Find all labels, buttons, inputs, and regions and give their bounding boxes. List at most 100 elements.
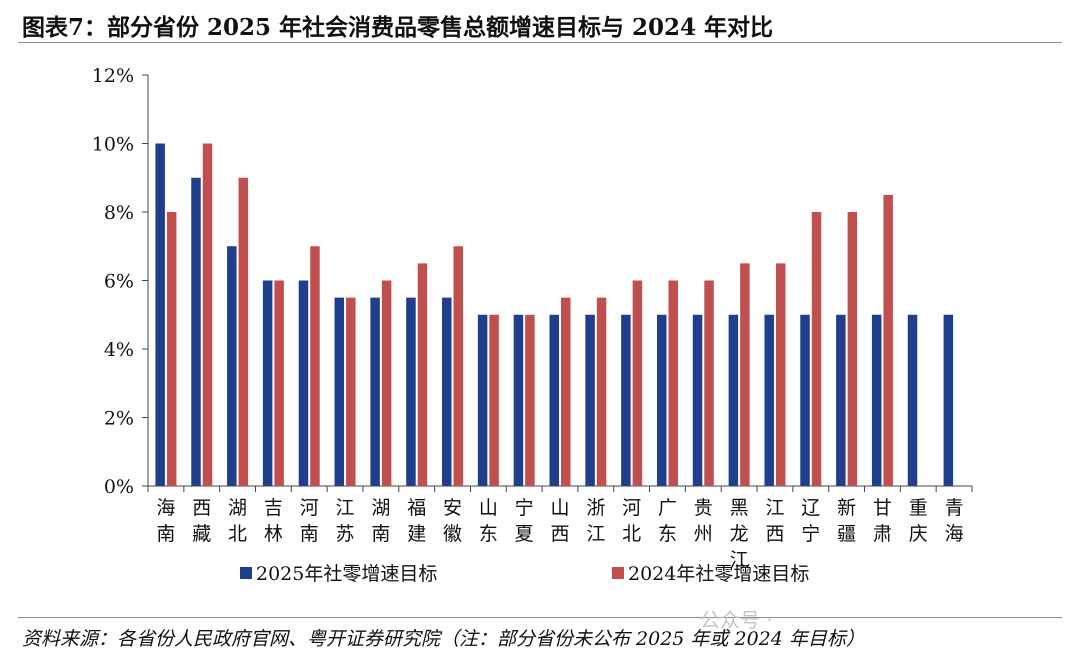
bar-2024 xyxy=(453,246,464,486)
x-category-label: 甘 xyxy=(873,497,892,519)
bar-2025 xyxy=(406,297,416,486)
bar-2025 xyxy=(262,280,273,486)
bar-2025 xyxy=(585,314,595,486)
bar-2024 xyxy=(346,297,356,486)
y-tick-label: 12% xyxy=(92,65,134,87)
bar-2025 xyxy=(871,314,882,486)
bar-2025 xyxy=(334,297,345,486)
y-tick-label: 2% xyxy=(104,408,134,430)
x-category-label: 江 xyxy=(765,497,784,519)
bar-2024 xyxy=(489,314,499,486)
x-category-label: 庆 xyxy=(909,523,928,545)
x-category-label: 江 xyxy=(730,549,749,571)
x-category-label: 州 xyxy=(694,523,713,545)
x-category-label: 山 xyxy=(550,497,569,519)
bar-2025 xyxy=(227,246,237,486)
bar-2024 xyxy=(525,314,535,486)
bar-2025 xyxy=(155,143,165,486)
bar-2025 xyxy=(477,314,488,486)
x-category-label: 东 xyxy=(658,523,677,545)
bar-2025 xyxy=(764,314,774,486)
x-category-label: 湖 xyxy=(228,497,247,519)
x-category-label: 西 xyxy=(550,523,569,545)
legend-label-2025: 2025年社零增速目标 xyxy=(256,563,437,585)
x-category-label: 湖 xyxy=(371,497,390,519)
bar-2024 xyxy=(704,280,714,486)
watermark: 公众号 · xyxy=(700,608,773,632)
x-category-label: 安 xyxy=(443,497,462,519)
bar-2024 xyxy=(166,212,177,486)
title-rule xyxy=(18,42,1062,43)
x-category-label: 江 xyxy=(336,497,355,519)
source-note: 资料来源：各省份人民政府官网、粤开证券研究院（注：部分省份未公布 2025 年或… xyxy=(22,628,865,650)
x-category-label: 疆 xyxy=(837,523,856,545)
x-category-label: 海 xyxy=(945,523,964,545)
legend-label-2024: 2024年社零增速目标 xyxy=(628,563,809,585)
bar-2024 xyxy=(847,212,858,486)
bar-2025 xyxy=(621,314,631,486)
x-category-label: 黑 xyxy=(730,497,749,519)
bar-2025 xyxy=(191,177,201,486)
bar-2024 xyxy=(811,212,822,486)
x-category-label: 浙 xyxy=(586,497,605,519)
x-category-label: 吉 xyxy=(264,497,283,519)
bar-2025 xyxy=(656,314,667,486)
x-category-label: 南 xyxy=(156,523,175,545)
x-category-label: 江 xyxy=(586,523,605,545)
x-category-label: 肃 xyxy=(873,523,892,545)
bar-2025 xyxy=(442,297,452,486)
x-category-label: 龙 xyxy=(730,523,749,545)
x-category-label: 西 xyxy=(765,523,784,545)
x-category-label: 苏 xyxy=(336,523,355,545)
source-rule xyxy=(18,617,1062,618)
y-tick-label: 10% xyxy=(92,134,134,156)
x-category-label: 北 xyxy=(622,523,641,545)
x-category-label: 北 xyxy=(228,523,247,545)
x-category-label: 河 xyxy=(622,497,641,519)
x-category-label: 青 xyxy=(945,497,964,519)
x-category-label: 东 xyxy=(479,523,498,545)
figure-title: 图表7：部分省份 2025 年社会消费品零售总额增速目标与 2024 年对比 xyxy=(22,14,774,41)
legend-swatch-2024 xyxy=(612,567,624,579)
bar-2025 xyxy=(513,314,524,486)
x-category-label: 广 xyxy=(658,497,677,519)
y-tick-label: 4% xyxy=(104,339,134,361)
x-category-label: 福 xyxy=(407,497,426,519)
x-category-label: 南 xyxy=(371,523,390,545)
bar-2025 xyxy=(370,297,380,486)
bar-2024 xyxy=(561,297,571,486)
bar-2024 xyxy=(632,280,643,486)
bar-2024 xyxy=(775,263,786,486)
x-category-label: 西 xyxy=(192,497,211,519)
bar-2025 xyxy=(943,314,954,486)
x-category-label: 林 xyxy=(264,523,283,545)
x-category-label: 辽 xyxy=(801,497,820,519)
x-category-label: 重 xyxy=(909,497,928,519)
x-category-label: 河 xyxy=(300,497,319,519)
y-tick-label: 0% xyxy=(104,476,134,498)
legend-swatch-2025 xyxy=(240,567,252,579)
bar-2025 xyxy=(298,280,309,486)
x-category-label: 南 xyxy=(300,523,319,545)
x-category-label: 宁 xyxy=(801,523,820,545)
x-category-label: 山 xyxy=(479,497,498,519)
bar-2024 xyxy=(740,263,750,486)
bar-2024 xyxy=(310,246,320,486)
y-tick-label: 6% xyxy=(104,271,134,293)
x-category-label: 贵 xyxy=(694,497,713,519)
bar-2025 xyxy=(800,314,810,486)
y-tick-label: 8% xyxy=(104,202,134,224)
x-category-label: 夏 xyxy=(515,523,534,545)
bar-2024 xyxy=(668,280,678,486)
x-category-label: 藏 xyxy=(192,523,211,545)
bar-2025 xyxy=(692,314,703,486)
bar-2025 xyxy=(728,314,739,486)
x-category-label: 宁 xyxy=(515,497,534,519)
bar-2024 xyxy=(381,280,392,486)
bar-2024 xyxy=(202,143,213,486)
bar-2024 xyxy=(274,280,284,486)
x-category-label: 新 xyxy=(837,497,856,519)
bar-2025 xyxy=(907,314,918,486)
